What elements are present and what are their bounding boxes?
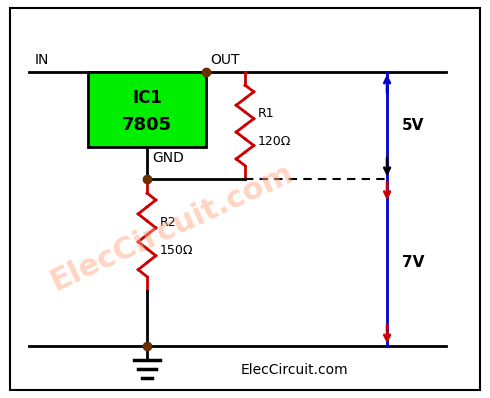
Text: ElecCircuit.com: ElecCircuit.com	[46, 158, 297, 296]
Text: 120Ω: 120Ω	[257, 135, 291, 148]
Text: R1: R1	[257, 107, 274, 120]
Text: ElecCircuit.com: ElecCircuit.com	[240, 363, 348, 377]
Text: 7805: 7805	[122, 115, 172, 134]
Text: IN: IN	[34, 53, 49, 67]
Text: 7V: 7V	[402, 255, 424, 270]
FancyBboxPatch shape	[88, 72, 206, 147]
Text: 150Ω: 150Ω	[159, 244, 193, 257]
Text: GND: GND	[152, 151, 184, 165]
Text: 5V: 5V	[402, 118, 424, 133]
Text: OUT: OUT	[211, 53, 240, 67]
Text: IC1: IC1	[132, 89, 162, 107]
Text: R2: R2	[159, 217, 176, 229]
